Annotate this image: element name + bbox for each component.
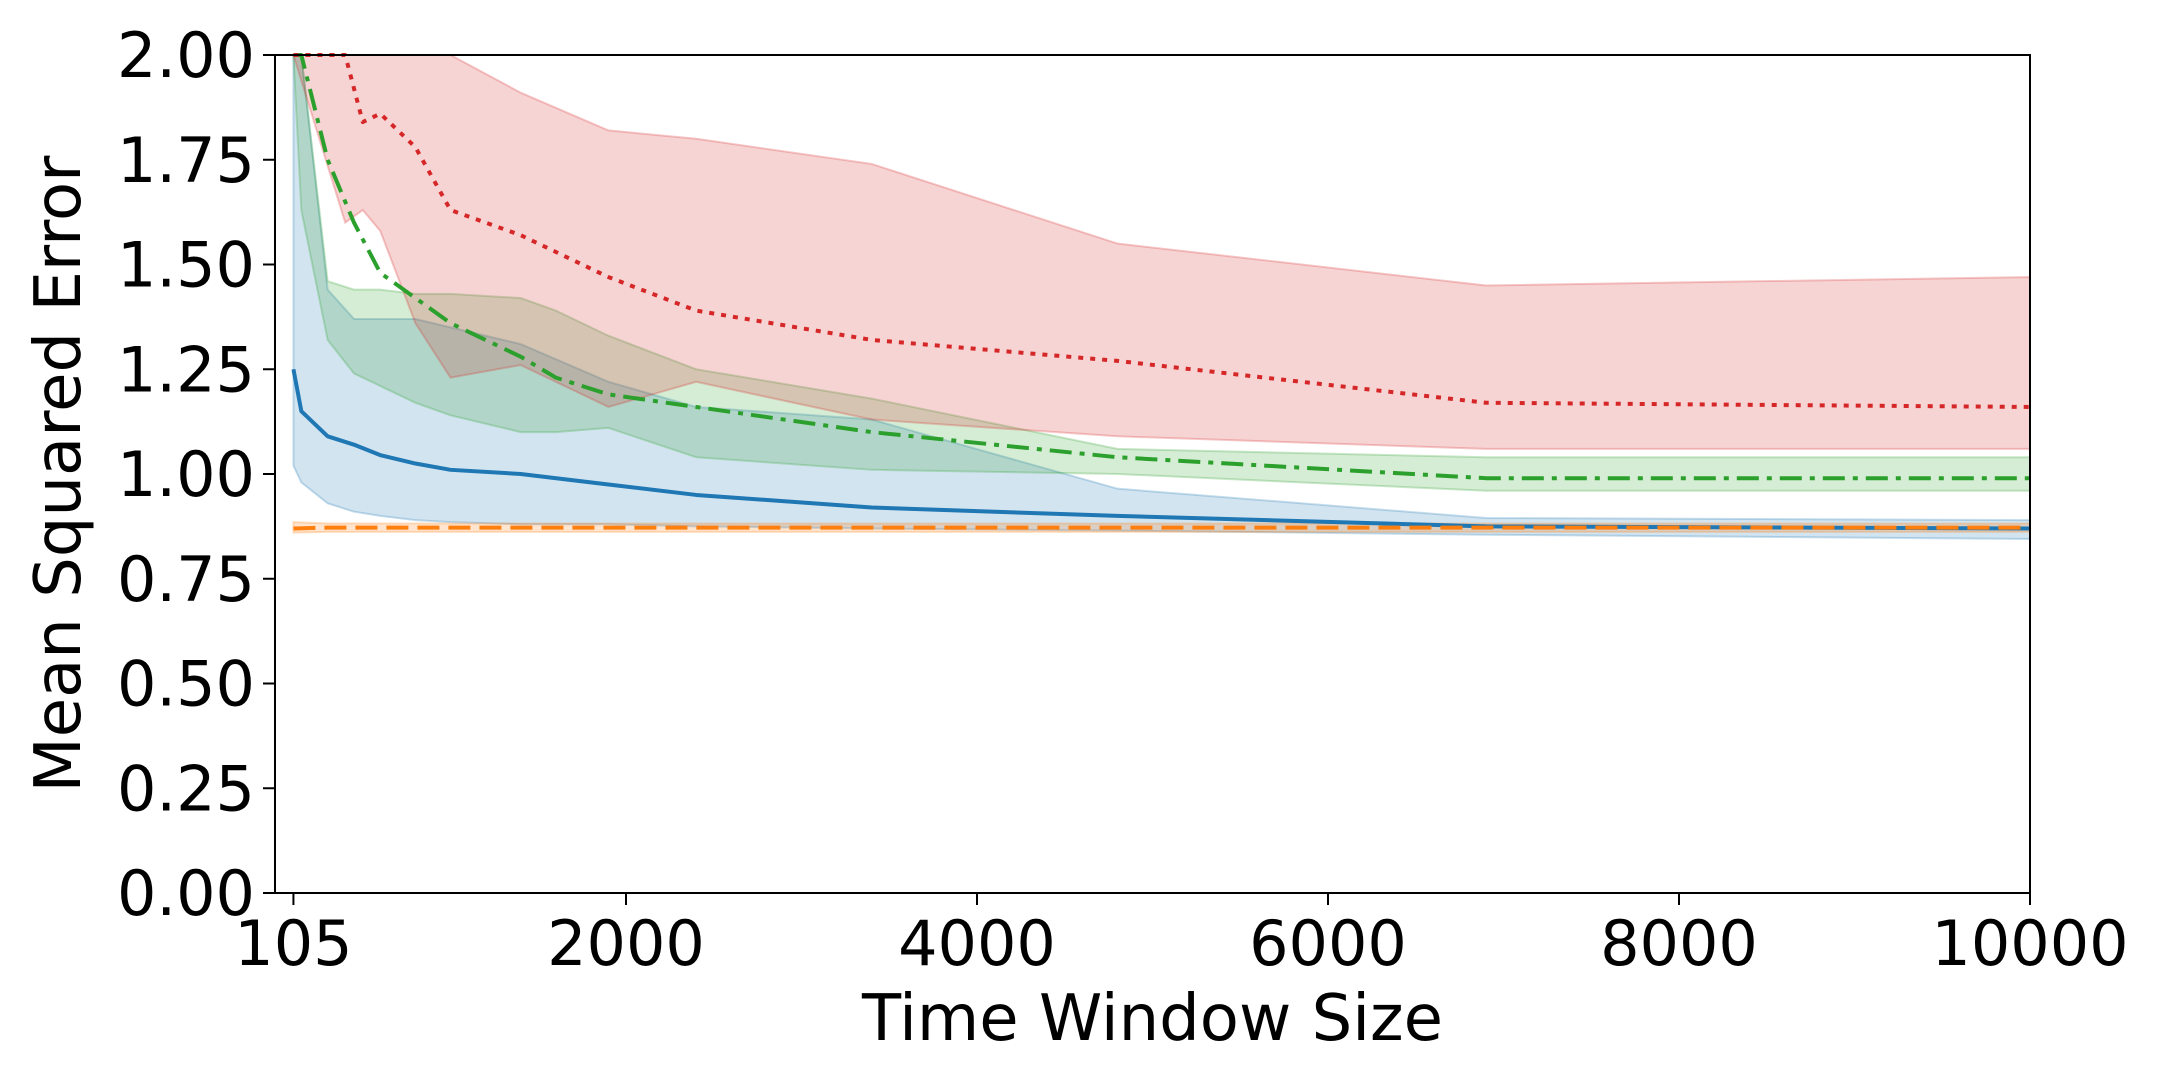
x-tick-label: 6000 [1249,907,1407,980]
x-axis: 105 2000 4000 6000 8000 10000 [234,893,2129,980]
y-tick-label: 0.50 [117,648,255,721]
x-tick-label: 4000 [898,907,1056,980]
y-tick-label: 1.25 [117,333,255,406]
y-axis: 0.00 0.25 0.50 0.75 1.00 1.25 1.50 1.75 2.00 [117,19,275,930]
y-tick-label: 1.00 [117,438,255,511]
x-axis-label: Time Window Size [861,982,1443,1056]
x-tick-label: 8000 [1600,907,1758,980]
y-tick-label: 0.75 [117,543,255,616]
y-tick-label: 1.50 [117,229,255,302]
series-lines [291,53,2031,531]
y-axis-label: Mean Squared Error [22,155,96,793]
y-tick-label: 1.75 [117,124,255,197]
y-tick-label: 2.00 [117,19,255,92]
series-1-line [293,525,2030,531]
series-0-line [291,368,2031,531]
series-3-line [293,53,2031,409]
y-tick-label: 0.00 [117,857,255,930]
x-tick-label: 10000 [1931,907,2128,980]
confidence-bands [292,54,2031,540]
x-tick-label: 105 [234,907,352,980]
series-2-line [293,53,2030,481]
y-tick-label: 0.25 [117,752,255,825]
x-tick-label: 2000 [547,907,705,980]
